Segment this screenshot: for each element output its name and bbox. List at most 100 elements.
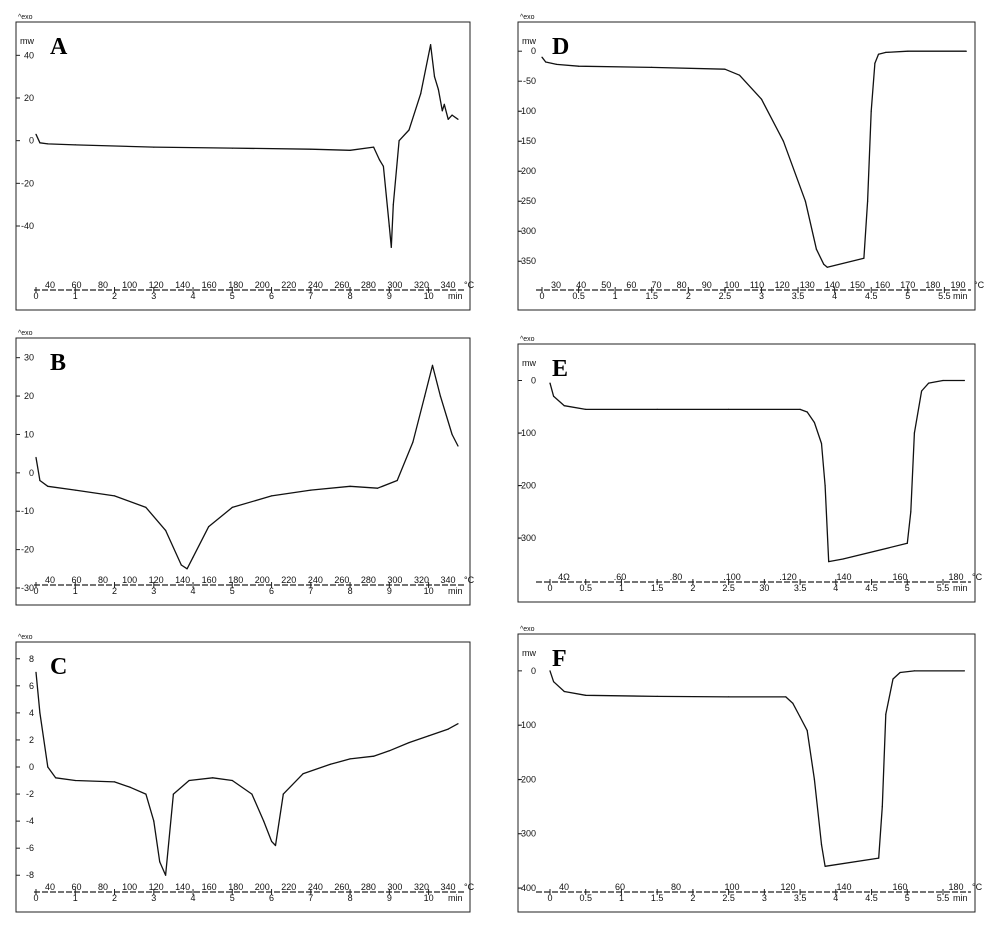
temp-tick-label: 340 — [440, 280, 455, 290]
time-tick-label: 5 — [905, 893, 910, 903]
temp-tick-label: 320 — [414, 882, 429, 892]
curve-point — [208, 526, 210, 528]
y-tick-label: -20 — [21, 545, 34, 555]
curve-point — [928, 382, 930, 384]
time-tick-label: 8 — [348, 586, 353, 596]
temp-tick-label: 320 — [414, 280, 429, 290]
y-tick-label: 0 — [531, 666, 536, 676]
curve-point — [806, 411, 808, 413]
temp-tick-label: 120 — [149, 575, 164, 585]
time-tick-label: 2 — [690, 583, 695, 593]
temp-tick-label: 260 — [334, 575, 349, 585]
curve-point — [457, 118, 459, 120]
curve-point — [963, 379, 966, 382]
curve-point — [549, 670, 551, 672]
curve-point — [188, 779, 190, 782]
curve-point — [74, 144, 76, 146]
curve-point — [153, 146, 155, 148]
temp-tick-label: 160 — [202, 575, 217, 585]
temp-unit-label: °C — [464, 882, 475, 892]
curve-point — [878, 857, 880, 859]
y-tick-label: 0 — [531, 376, 536, 386]
temp-tick-label: 170 — [900, 280, 915, 290]
panel-frame — [517, 21, 976, 311]
y-tick-label: 20 — [24, 391, 34, 401]
time-tick-label: 3.5 — [792, 291, 805, 301]
curve-point — [913, 670, 916, 672]
curve-point — [785, 696, 787, 698]
curve-point — [373, 146, 375, 148]
y-tick-label: 0 — [29, 468, 34, 478]
curve-point — [651, 66, 653, 68]
curve-point — [820, 442, 823, 445]
time-tick-label: 1 — [73, 893, 78, 903]
y-tick-label: 30 — [24, 353, 34, 363]
curve-point — [251, 793, 253, 795]
curve-point — [47, 485, 49, 487]
exo-direction-label: ^exo — [18, 330, 33, 337]
temp-tick-label: 220 — [281, 575, 296, 585]
curve-point — [553, 395, 555, 397]
curve-point — [420, 93, 422, 95]
temp-tick-label: 90 — [702, 280, 712, 290]
temp-tick-label: 80 — [98, 575, 108, 585]
time-unit-label: min — [953, 583, 968, 593]
time-tick-label: 10 — [424, 291, 434, 301]
temp-tick-label: 180 — [228, 575, 243, 585]
curve-point — [428, 735, 430, 737]
temp-tick-label: 60 — [615, 882, 625, 892]
time-tick-label: 2 — [112, 586, 117, 596]
curve-point — [39, 479, 41, 482]
time-tick-label: 1.5 — [651, 893, 664, 903]
temp-tick-label: 120 — [775, 280, 790, 290]
curve-point — [541, 56, 543, 58]
time-tick-label: 1 — [619, 893, 624, 903]
curve-point — [35, 456, 37, 459]
curve-point — [153, 820, 155, 822]
time-tick-label: 5 — [230, 893, 235, 903]
curve-point — [373, 755, 375, 757]
temp-tick-label: 160 — [892, 572, 907, 582]
curve-point — [145, 506, 147, 508]
curve-point — [899, 671, 901, 674]
curve-point — [302, 773, 304, 775]
temp-tick-label: 40 — [45, 280, 55, 290]
curve-point — [231, 147, 233, 149]
thermogram-curve — [541, 50, 967, 268]
temp-tick-label: 320 — [414, 575, 429, 585]
temp-tick-label: 140 — [175, 882, 190, 892]
curve-point — [437, 88, 439, 91]
temp-tick-label: 120 — [149, 280, 164, 290]
time-tick-label: 7 — [308, 893, 313, 903]
time-tick-label: 0 — [539, 291, 544, 301]
exo-direction-label: ^exo — [520, 336, 535, 343]
temp-tick-label: 100 — [122, 280, 137, 290]
temp-tick-label: 100 — [122, 575, 137, 585]
y-tick-label: -50 — [523, 76, 536, 86]
y-tick-label: -100 — [518, 106, 536, 116]
curve-point — [310, 489, 312, 491]
y-tick-label: -250 — [518, 196, 536, 206]
temp-tick-label: 220 — [281, 280, 296, 290]
time-tick-label: 6 — [269, 291, 274, 301]
curve-point — [231, 506, 233, 508]
curve-point — [585, 694, 587, 696]
temp-tick-label: 140 — [836, 572, 851, 582]
temp-tick-label: 160 — [892, 882, 907, 892]
temp-tick-label: 240 — [308, 882, 323, 892]
temp-tick-label: 300 — [387, 882, 402, 892]
curve-point — [804, 200, 807, 202]
temp-tick-label: 70 — [651, 280, 661, 290]
temp-tick-label: 40 — [45, 575, 55, 585]
time-tick-label: 2 — [690, 893, 695, 903]
curve-point — [192, 556, 194, 558]
time-tick-label: 2.5 — [722, 893, 735, 903]
y-tick-label: 0 — [29, 136, 34, 146]
temp-tick-label: 80 — [98, 882, 108, 892]
y-tick-label: -10 — [21, 506, 34, 516]
temp-tick-label: 180 — [948, 882, 963, 892]
temp-tick-label: 100 — [122, 882, 137, 892]
time-tick-label: 8 — [348, 893, 353, 903]
y-unit-label: mw — [522, 358, 536, 368]
